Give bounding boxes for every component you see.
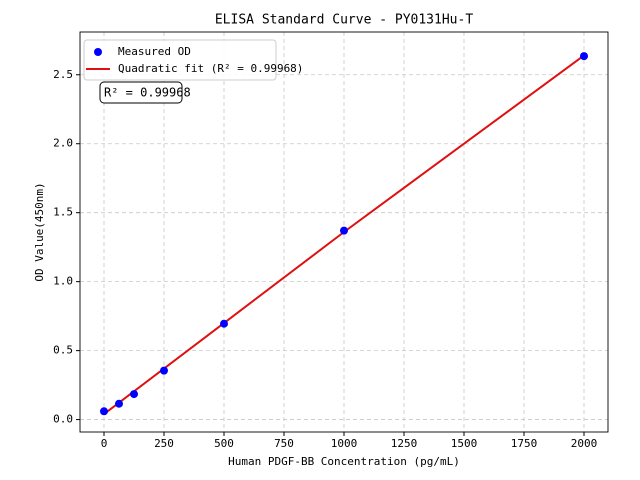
y-axis-label: OD Value(450nm) (33, 182, 46, 281)
annotation: R² = 0.99968 (104, 86, 191, 100)
data-point (340, 226, 348, 235)
x-tick-label: 1500 (451, 437, 478, 450)
data-point (220, 319, 228, 328)
y-tick-label: 0.0 (53, 413, 73, 426)
legend-label: Measured OD (118, 45, 191, 58)
x-tick-label: 1750 (511, 437, 538, 450)
y-tick-label: 1.5 (53, 206, 73, 219)
y-tick-label: 2.5 (53, 68, 73, 81)
y-tick-label: 1.0 (53, 275, 73, 288)
data-point (100, 407, 108, 416)
x-axis-label: Human PDGF-BB Concentration (pg/mL) (228, 455, 460, 468)
x-tick-label: 250 (154, 437, 174, 450)
x-tick-label: 500 (214, 437, 234, 450)
chart-title: ELISA Standard Curve - PY0131Hu-T (215, 13, 473, 28)
legend-box (83, 39, 277, 81)
data-point (580, 52, 588, 61)
annotation-box (99, 81, 183, 104)
data-point (115, 399, 123, 408)
y-tick-label: 0.5 (53, 344, 73, 357)
legend-marker (94, 48, 102, 56)
x-tick-label: 750 (274, 437, 294, 450)
y-tick-label: 2.0 (53, 137, 73, 150)
x-tick-label: 1250 (391, 437, 418, 450)
legend-label: Quadratic fit (R² = 0.99968) (118, 62, 303, 75)
data-point (160, 366, 168, 375)
x-tick-label: 2000 (571, 437, 598, 450)
x-tick-label: 0 (101, 437, 108, 450)
plot-frame (79, 31, 609, 433)
data-point (130, 390, 138, 399)
x-tick-label: 1000 (331, 437, 358, 450)
